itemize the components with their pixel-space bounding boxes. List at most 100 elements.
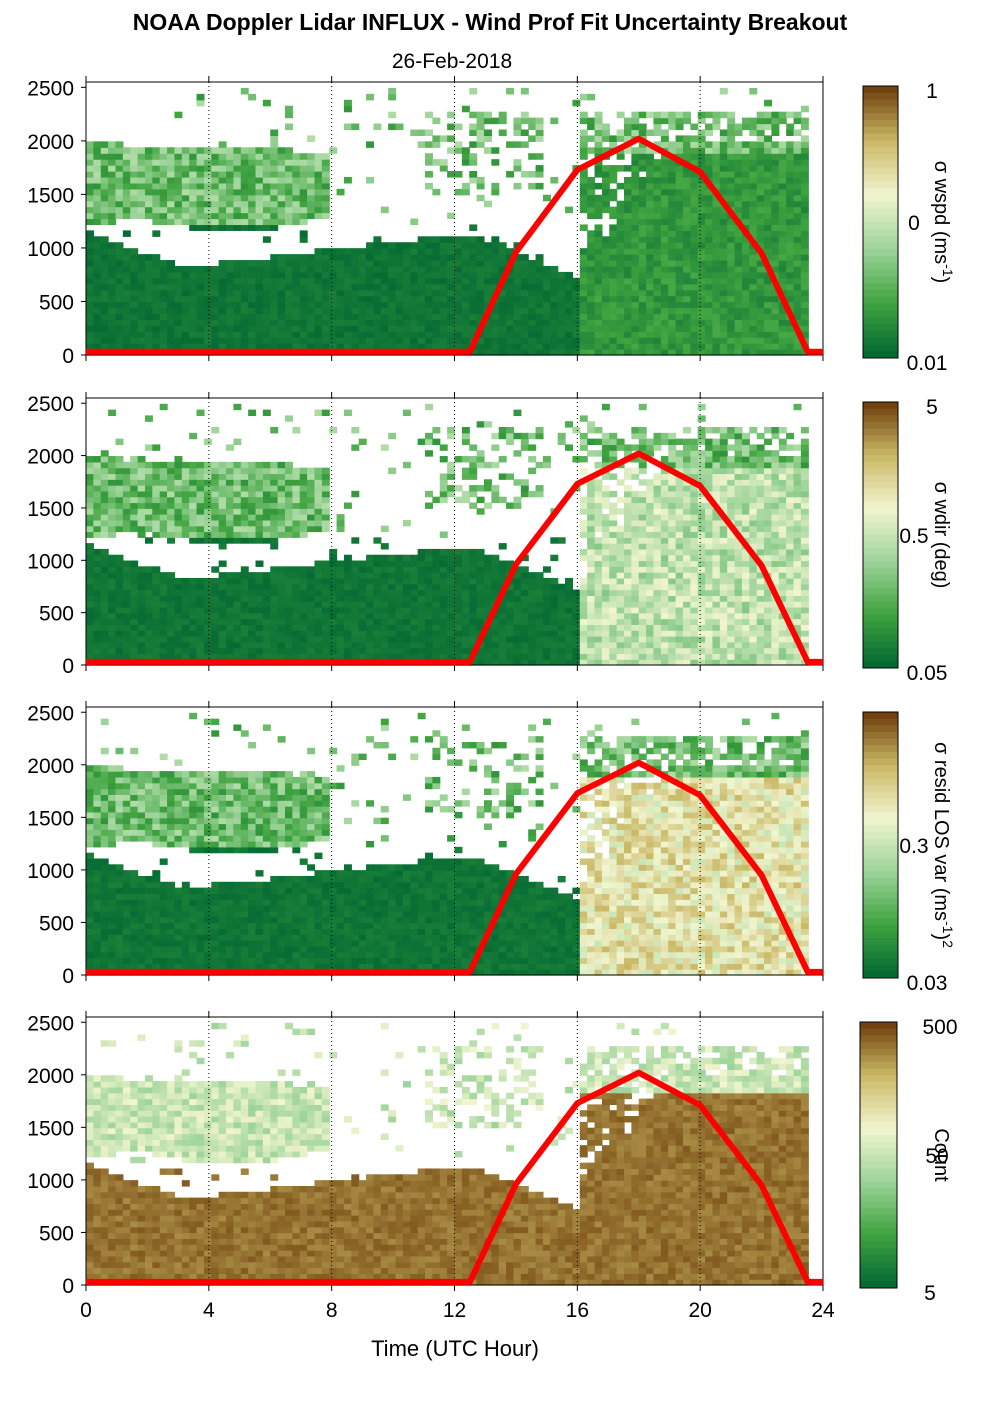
heatmap-cell: [535, 277, 544, 285]
heatmap-cell: [535, 461, 544, 469]
heatmap-cell: [609, 653, 618, 660]
heatmap-cell: [122, 583, 131, 591]
heatmap-cell: [167, 653, 176, 660]
heatmap-cell: [292, 260, 301, 267]
heatmap-cell: [483, 601, 492, 608]
heatmap-cell: [476, 135, 485, 142]
heatmap-cell: [292, 577, 301, 585]
heatmap-cell: [86, 647, 94, 654]
heatmap-cell: [425, 566, 433, 573]
heatmap-cell: [653, 295, 662, 303]
heatmap-cell: [793, 117, 802, 125]
heatmap-cell: [366, 301, 375, 309]
heatmap-cell: [233, 490, 242, 498]
heatmap-cell: [638, 325, 647, 332]
heatmap-cell: [535, 153, 544, 160]
heatmap-cell: [203, 577, 212, 585]
heatmap-cell: [668, 248, 677, 255]
heatmap-cell: [638, 289, 647, 297]
heatmap-cell: [682, 153, 691, 160]
heatmap-cell: [152, 188, 161, 196]
heatmap-cell: [668, 271, 677, 279]
heatmap-cell: [682, 248, 691, 255]
heatmap-cell: [786, 260, 795, 267]
heatmap-cell: [152, 254, 161, 261]
colorbar-segment: [863, 147, 898, 155]
heatmap-cell: [491, 313, 500, 320]
heatmap-cell: [469, 583, 478, 591]
heatmap-cell: [144, 479, 153, 486]
heatmap-cell: [572, 343, 581, 350]
heatmap-cell: [351, 583, 360, 591]
heatmap-cell: [764, 147, 773, 154]
heatmap-cell: [447, 343, 456, 350]
heatmap-cell: [203, 601, 212, 608]
heatmap-cell: [513, 601, 522, 608]
heatmap-cell: [624, 188, 632, 196]
heatmap-cell: [786, 206, 795, 214]
heatmap-cell: [277, 653, 286, 660]
heatmap-cell: [395, 307, 404, 315]
heatmap-cell: [705, 200, 714, 208]
heatmap-cell: [705, 260, 714, 267]
heatmap-cell: [513, 117, 522, 125]
heatmap-cell: [211, 618, 220, 625]
heatmap-cell: [668, 117, 677, 125]
heatmap-cell: [248, 289, 257, 297]
heatmap-cell: [506, 427, 515, 434]
heatmap-cell: [373, 630, 382, 637]
colorbar-segment: [863, 344, 898, 352]
heatmap-cell: [321, 653, 330, 660]
heatmap-cell: [520, 432, 529, 440]
heatmap-cell: [476, 295, 485, 303]
heatmap-cell: [284, 519, 293, 527]
heatmap-cell: [93, 577, 102, 585]
heatmap-cell: [469, 171, 478, 178]
heatmap-cell: [196, 624, 205, 631]
heatmap-cell: [675, 343, 684, 350]
heatmap-cell: [137, 271, 146, 279]
heatmap-cell: [513, 595, 522, 602]
heatmap-cell: [277, 490, 286, 498]
heatmap-cell: [277, 271, 286, 279]
heatmap-cell: [152, 630, 161, 637]
heatmap-cell: [476, 307, 485, 315]
heatmap-cell: [572, 641, 581, 649]
heatmap-cell: [248, 508, 257, 515]
heatmap-cell: [144, 295, 153, 303]
heatmap-cell: [646, 206, 655, 214]
heatmap-cell: [601, 260, 610, 267]
heatmap-cell: [631, 147, 640, 154]
heatmap-cell: [587, 566, 596, 573]
heatmap-cell: [668, 319, 677, 326]
heatmap-cell: [528, 277, 537, 285]
heatmap-cell: [336, 566, 345, 573]
heatmap-cell: [483, 572, 492, 579]
heatmap-cell: [299, 583, 308, 591]
heatmap-cell: [425, 490, 433, 498]
heatmap-cell: [491, 485, 500, 492]
heatmap-cell: [756, 159, 765, 166]
heatmap-cell: [189, 508, 198, 515]
heatmap-cell: [181, 490, 190, 498]
heatmap-cell: [137, 301, 146, 309]
heatmap-cell: [690, 135, 699, 142]
heatmap-cell: [144, 630, 153, 637]
heatmap-cell: [270, 496, 279, 504]
heatmap-cell: [778, 265, 787, 273]
heatmap-cell: [741, 343, 750, 350]
heatmap-cell: [255, 194, 264, 202]
heatmap-cell: [727, 242, 736, 249]
heatmap-cell: [697, 200, 706, 208]
heatmap-cell: [749, 301, 758, 309]
heatmap-cell: [712, 265, 721, 273]
heatmap-cell: [705, 171, 714, 178]
heatmap-cell: [631, 283, 640, 291]
heatmap-cell: [248, 485, 257, 492]
heatmap-cell: [167, 171, 176, 178]
heatmap-cell: [299, 502, 308, 509]
heatmap-cell: [439, 260, 448, 267]
heatmap-cell: [174, 641, 183, 649]
heatmap-cell: [86, 242, 94, 249]
heatmap-cell: [100, 502, 109, 509]
